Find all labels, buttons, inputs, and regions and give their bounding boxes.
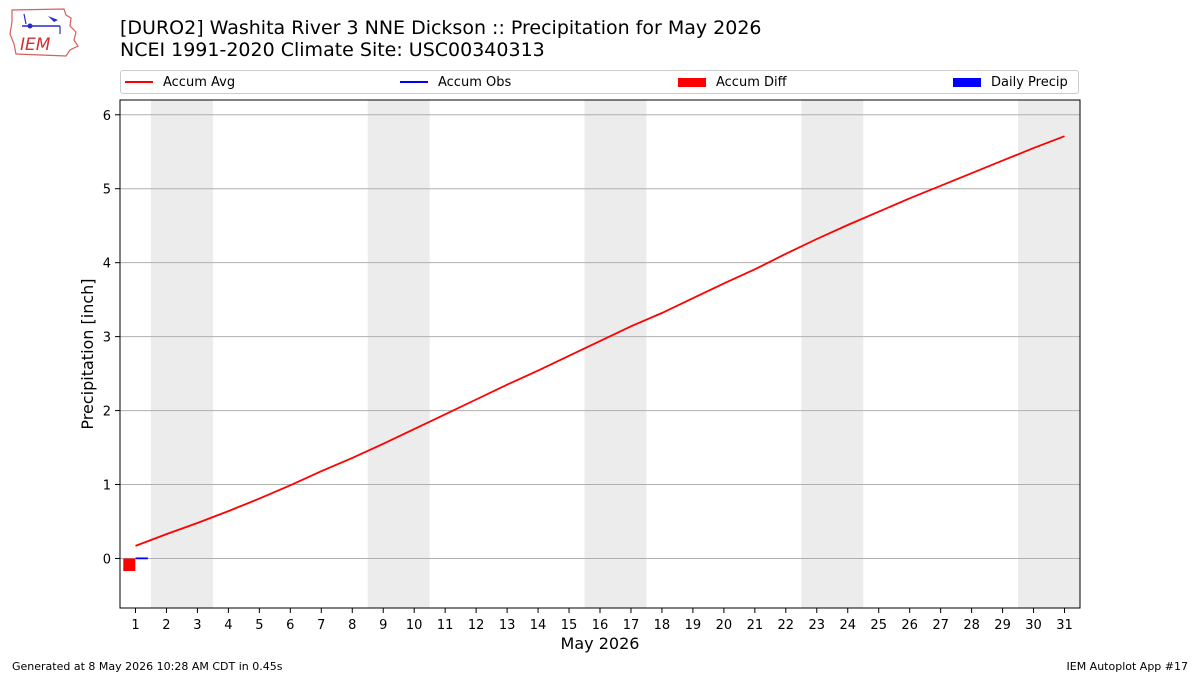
legend-item-accum-avg: Accum Avg xyxy=(125,71,235,93)
x-tick-label: 1 xyxy=(131,618,139,633)
x-tick-label: 24 xyxy=(839,618,856,633)
accum-avg-line xyxy=(135,135,1065,547)
x-tick-label: 30 xyxy=(1025,618,1042,633)
legend-item-accum-obs: Accum Obs xyxy=(400,71,511,93)
weekend-band xyxy=(801,100,864,608)
x-tick-label: 20 xyxy=(716,618,733,633)
weekend-band xyxy=(367,100,430,608)
x-tick-label: 26 xyxy=(901,618,918,633)
x-tick-label: 11 xyxy=(437,618,454,633)
accum-diff-bar xyxy=(123,558,136,572)
x-tick-label: 16 xyxy=(592,618,609,633)
svg-text:IEM: IEM xyxy=(20,35,51,55)
x-tick-label: 28 xyxy=(963,618,980,633)
legend-label-accum-obs: Accum Obs xyxy=(438,74,512,90)
x-tick-label: 27 xyxy=(932,618,949,633)
x-tick-label: 6 xyxy=(286,618,294,633)
y-tick-label: 3 xyxy=(103,331,111,346)
x-tick-label: 10 xyxy=(406,618,423,633)
x-tick-label: 9 xyxy=(379,618,387,633)
iem-logo: IEM xyxy=(9,8,79,57)
chart-subtitle: NCEI 1991-2020 Climate Site: USC00340313 xyxy=(120,39,545,61)
x-tick-label: 19 xyxy=(685,618,702,633)
legend-label-accum-diff: Accum Diff xyxy=(716,74,787,90)
x-axis-label: May 2026 xyxy=(561,634,640,653)
x-tick-label: 25 xyxy=(870,618,887,633)
x-tick-label: 7 xyxy=(317,618,325,633)
legend-item-daily-precip: Daily Precip xyxy=(953,71,1068,93)
x-tick-label: 17 xyxy=(623,618,640,633)
y-axis-label: Precipitation [inch] xyxy=(78,278,97,429)
x-tick-label: 3 xyxy=(193,618,201,633)
legend-swatch-accum-avg xyxy=(125,81,153,83)
x-tick-label: 18 xyxy=(654,618,671,633)
y-tick-label: 6 xyxy=(103,109,111,124)
legend-label-daily-precip: Daily Precip xyxy=(991,74,1068,90)
x-tick-label: 22 xyxy=(778,618,795,633)
legend-swatch-daily-precip xyxy=(953,77,981,87)
legend-item-accum-diff: Accum Diff xyxy=(678,71,787,93)
weekend-band xyxy=(1018,100,1080,608)
legend: Accum Avg Accum Obs Accum Diff Daily Pre… xyxy=(120,70,1079,94)
x-tick-label: 5 xyxy=(255,618,263,633)
app-label: IEM Autoplot App #17 xyxy=(1066,660,1189,673)
y-tick-label: 2 xyxy=(103,405,111,420)
x-tick-label: 14 xyxy=(530,618,547,633)
y-tick-label: 4 xyxy=(103,257,111,272)
x-tick-label: 13 xyxy=(499,618,516,633)
weekend-band xyxy=(584,100,647,608)
generated-timestamp: Generated at 8 May 2026 10:28 AM CDT in … xyxy=(12,660,283,673)
weekend-band xyxy=(150,100,213,608)
plot-frame xyxy=(119,99,1081,609)
x-tick-label: 12 xyxy=(468,618,485,633)
x-tick-label: 2 xyxy=(162,618,170,633)
y-tick-label: 0 xyxy=(103,552,111,567)
legend-swatch-accum-diff xyxy=(678,77,706,87)
x-tick-label: 8 xyxy=(348,618,356,633)
legend-swatch-accum-obs xyxy=(400,81,428,83)
x-tick-label: 31 xyxy=(1056,618,1073,633)
x-tick-label: 4 xyxy=(224,618,232,633)
y-tick-label: 1 xyxy=(103,479,111,494)
x-tick-label: 21 xyxy=(747,618,764,633)
legend-label-accum-avg: Accum Avg xyxy=(163,74,236,90)
y-tick-label: 5 xyxy=(103,183,111,198)
x-tick-label: 15 xyxy=(561,618,578,633)
x-tick-label: 29 xyxy=(994,618,1011,633)
x-tick-label: 23 xyxy=(809,618,826,633)
daily-precip-bar xyxy=(135,557,148,559)
chart-title: [DURO2] Washita River 3 NNE Dickson :: P… xyxy=(120,17,762,39)
